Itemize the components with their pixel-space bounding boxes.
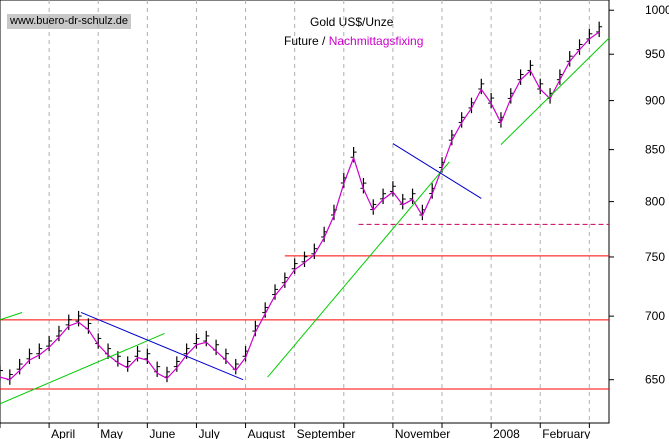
horizontal-lines xyxy=(0,223,609,390)
trend-lines xyxy=(0,37,610,405)
trend-line xyxy=(0,311,23,321)
x-tick-label: 2008 xyxy=(493,427,520,439)
chart-legend: Future / Nachmittagsfixing xyxy=(284,34,423,48)
trend-line xyxy=(500,37,610,145)
y-tick-label: 900 xyxy=(645,94,665,108)
x-tick-label: September xyxy=(297,427,356,439)
legend-entry-fixing: Nachmittagsfixing xyxy=(328,34,424,48)
y-tick-label: 950 xyxy=(645,47,665,61)
plot-frame xyxy=(0,0,610,424)
y-axis: 650 700 750 800 850 900 950 1000 xyxy=(609,3,669,387)
y-tick-label: 1000 xyxy=(645,3,669,17)
series-line-fixing xyxy=(0,31,600,381)
y-tick-label: 800 xyxy=(645,195,665,209)
x-tick-label: February xyxy=(542,427,590,439)
y-tick-label: 850 xyxy=(645,143,665,157)
y-tick-label: 750 xyxy=(645,250,665,264)
x-axis: April May June July August September November 2… xyxy=(0,423,590,439)
y-tick-label: 650 xyxy=(645,373,665,387)
x-tick-label: July xyxy=(198,427,219,439)
trend-line xyxy=(267,161,450,378)
x-tick-label: November xyxy=(395,427,450,439)
legend-entry-future: Future / xyxy=(284,34,326,48)
x-tick-label: April xyxy=(51,427,75,439)
trend-line xyxy=(0,333,165,405)
x-tick-label: June xyxy=(149,427,175,439)
trend-line xyxy=(80,312,244,381)
x-tick-label: August xyxy=(248,427,286,439)
trend-line xyxy=(392,143,482,199)
grid xyxy=(48,0,590,423)
series xyxy=(0,21,603,385)
y-tick-label: 700 xyxy=(645,309,665,323)
x-tick-label: May xyxy=(100,427,123,439)
chart-title: Gold US$/Unze xyxy=(310,15,394,29)
